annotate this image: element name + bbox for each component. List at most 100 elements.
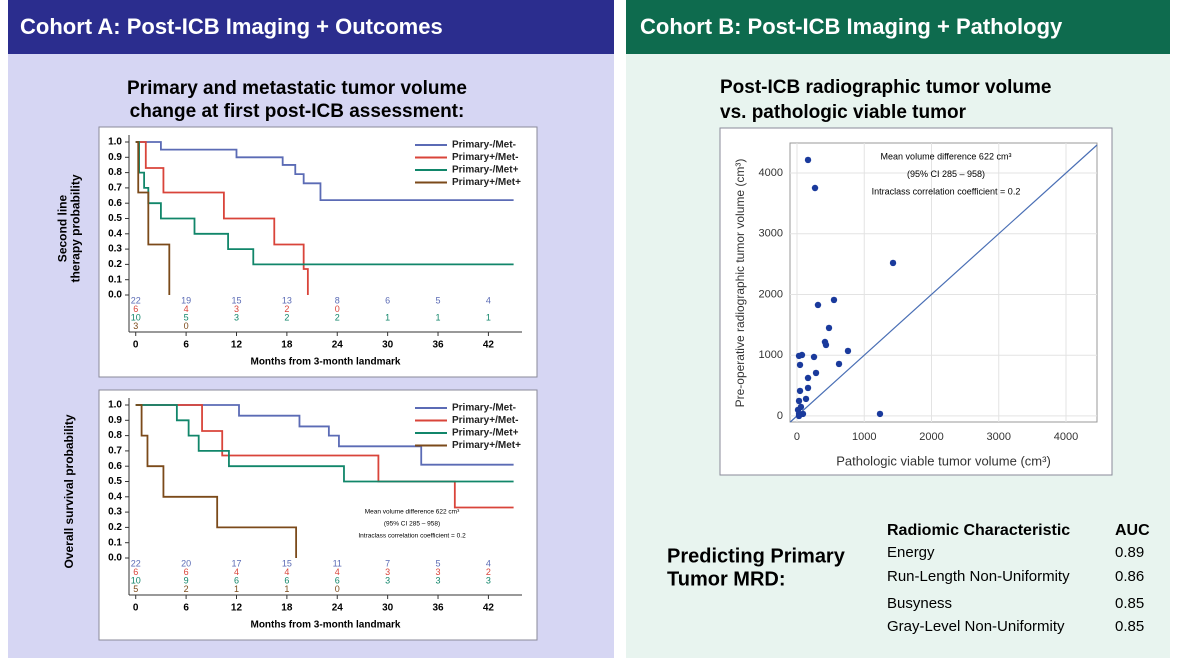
at-risk-count: 6 bbox=[385, 295, 390, 305]
point bbox=[802, 395, 810, 403]
panel-subtitle: Post-ICB radiographic tumor volume bbox=[720, 77, 1051, 98]
chart-frame bbox=[719, 127, 1113, 476]
point bbox=[825, 324, 833, 332]
y-tick-label: 0.2 bbox=[108, 259, 122, 270]
x-tick-label: 42 bbox=[483, 340, 495, 351]
annotation: Mean volume difference 622 cm³ bbox=[365, 509, 460, 516]
at-risk-count: 1 bbox=[486, 312, 491, 322]
x-tick-label: 36 bbox=[432, 340, 444, 351]
at-risk-count: 10 bbox=[131, 312, 141, 322]
y-axis-label: therapy probability bbox=[69, 174, 83, 282]
table-cell: Energy bbox=[887, 544, 935, 561]
table-cell: 0.86 bbox=[1115, 568, 1144, 585]
at-risk-count: 15 bbox=[282, 558, 292, 568]
survival-curve bbox=[135, 404, 514, 483]
legend-label: Primary-/Met+ bbox=[452, 165, 519, 176]
x-tick-label: 2000 bbox=[919, 431, 943, 443]
point bbox=[796, 387, 804, 395]
table-cell: 0.89 bbox=[1115, 544, 1144, 561]
panel-title: Cohort B: Post-ICB Imaging + Pathology bbox=[640, 14, 1063, 39]
point bbox=[804, 374, 812, 382]
survival-curve bbox=[135, 404, 298, 558]
point bbox=[830, 296, 838, 304]
at-risk-count: 6 bbox=[184, 567, 189, 577]
x-tick-label: 24 bbox=[332, 603, 344, 614]
y-tick-label: 4000 bbox=[759, 167, 783, 179]
at-risk-count: 9 bbox=[184, 575, 189, 585]
at-risk-count: 2 bbox=[184, 584, 189, 594]
at-risk-count: 5 bbox=[436, 558, 441, 568]
x-tick-label: 18 bbox=[281, 340, 293, 351]
legend-label: Primary+/Met+ bbox=[452, 440, 521, 451]
x-tick-label: 12 bbox=[231, 603, 243, 614]
at-risk-count: 3 bbox=[385, 567, 390, 577]
survival-curve bbox=[135, 141, 171, 295]
y-tick-label: 0.1 bbox=[108, 537, 122, 548]
at-risk-count: 4 bbox=[284, 567, 289, 577]
x-tick-label: 6 bbox=[183, 340, 189, 351]
y-tick-label: 0.3 bbox=[108, 507, 122, 518]
at-risk-count: 4 bbox=[486, 295, 491, 305]
annotation: Mean volume difference 622 cm³ bbox=[881, 151, 1012, 161]
y-tick-label: 0.6 bbox=[108, 198, 122, 209]
panel-a-header bbox=[8, 0, 614, 54]
annotation: (95% CI 285 – 958) bbox=[907, 169, 985, 179]
at-risk-count: 20 bbox=[181, 558, 191, 568]
y-tick-label: 2000 bbox=[759, 288, 783, 300]
point bbox=[810, 353, 818, 361]
point bbox=[835, 360, 843, 368]
annotation: Intraclass correlation coefficient = 0.2 bbox=[872, 186, 1021, 196]
legend-label: Primary+/Met- bbox=[452, 152, 518, 163]
point bbox=[798, 351, 806, 359]
at-risk-count: 22 bbox=[131, 295, 141, 305]
table-cell: Gray-Level Non-Uniformity bbox=[887, 618, 1065, 635]
y-tick-label: 1000 bbox=[759, 349, 783, 361]
at-risk-count: 0 bbox=[335, 304, 340, 314]
x-tick-label: 30 bbox=[382, 340, 394, 351]
at-risk-count: 2 bbox=[284, 304, 289, 314]
at-risk-count: 7 bbox=[385, 558, 390, 568]
at-risk-count: 3 bbox=[385, 575, 390, 585]
table-cell: 0.85 bbox=[1115, 595, 1144, 612]
table-cell: Run-Length Non-Uniformity bbox=[887, 568, 1070, 585]
at-risk-count: 13 bbox=[282, 295, 292, 305]
identity-line bbox=[789, 144, 1098, 423]
at-risk-count: 3 bbox=[436, 567, 441, 577]
point bbox=[811, 184, 819, 192]
y-tick-label: 0.0 bbox=[108, 553, 122, 564]
at-risk-count: 4 bbox=[335, 567, 340, 577]
at-risk-count: 15 bbox=[231, 295, 241, 305]
y-tick-label: 0.9 bbox=[108, 152, 122, 163]
y-tick-label: 0.5 bbox=[108, 476, 122, 487]
y-tick-label: 0.8 bbox=[108, 430, 122, 441]
point bbox=[804, 384, 812, 392]
x-axis-label: Pathologic viable tumor volume (cm³) bbox=[836, 453, 1051, 468]
at-risk-count: 6 bbox=[284, 575, 289, 585]
x-tick-label: 42 bbox=[483, 603, 495, 614]
legend-label: Primary-/Met- bbox=[452, 403, 516, 414]
point bbox=[844, 347, 852, 355]
at-risk-count: 3 bbox=[234, 304, 239, 314]
legend-label: Primary-/Met- bbox=[452, 140, 516, 151]
survival-curve bbox=[135, 141, 514, 202]
at-risk-count: 1 bbox=[385, 312, 390, 322]
panel-subtitle: Primary and metastatic tumor volume bbox=[127, 78, 467, 99]
at-risk-count: 19 bbox=[181, 295, 191, 305]
y-tick-label: 1.0 bbox=[108, 400, 122, 411]
x-tick-label: 1000 bbox=[852, 431, 876, 443]
x-tick-label: 30 bbox=[382, 603, 394, 614]
y-tick-label: 0 bbox=[777, 410, 783, 422]
panel-b-header bbox=[626, 0, 1170, 54]
at-risk-count: 1 bbox=[234, 584, 239, 594]
at-risk-count: 2 bbox=[284, 312, 289, 322]
at-risk-count: 1 bbox=[284, 584, 289, 594]
at-risk-count: 6 bbox=[234, 575, 239, 585]
at-risk-count: 6 bbox=[133, 304, 138, 314]
x-axis-label: Months from 3-month landmark bbox=[250, 357, 400, 368]
at-risk-count: 3 bbox=[436, 575, 441, 585]
at-risk-count: 11 bbox=[333, 558, 342, 568]
y-tick-label: 0.9 bbox=[108, 415, 122, 426]
point bbox=[814, 301, 822, 309]
at-risk-count: 1 bbox=[436, 312, 441, 322]
